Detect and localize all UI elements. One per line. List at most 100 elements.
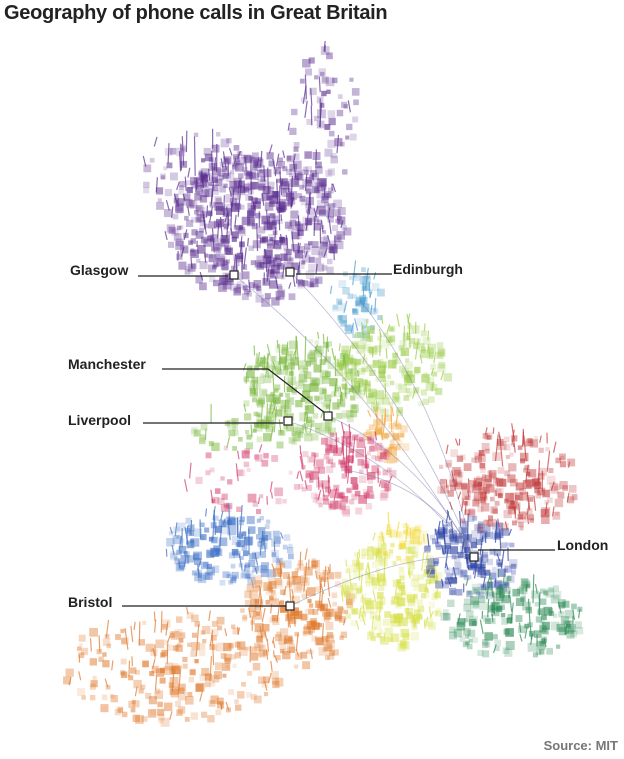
call-cell — [437, 349, 446, 357]
call-cell — [233, 155, 240, 162]
call-cell — [298, 379, 305, 387]
call-cell — [230, 186, 239, 195]
call-spike — [252, 201, 255, 208]
call-spike — [171, 206, 174, 219]
call-spike — [385, 348, 388, 359]
call-spike — [552, 441, 557, 453]
call-spike — [222, 151, 227, 171]
city-label-london: London — [557, 537, 609, 553]
call-cell — [324, 394, 332, 402]
call-cell — [271, 220, 277, 226]
call-cell — [341, 412, 347, 418]
call-spike — [268, 144, 273, 154]
call-cell — [294, 173, 299, 178]
call-cell — [259, 169, 264, 174]
call-cell — [418, 574, 424, 580]
call-spike — [408, 567, 410, 575]
call-cell — [186, 612, 194, 619]
call-cell — [280, 253, 288, 261]
call-cell — [500, 523, 509, 531]
call-cell — [346, 415, 354, 423]
call-cell — [183, 232, 189, 239]
call-cell — [241, 545, 248, 551]
call-cell — [207, 715, 215, 723]
call-cell — [227, 526, 237, 536]
call-cell — [220, 138, 230, 148]
call-cell — [318, 249, 328, 258]
call-cell — [384, 433, 389, 439]
call-cell — [388, 327, 393, 332]
call-cell — [327, 652, 335, 660]
call-cell — [311, 246, 321, 256]
call-cell — [258, 397, 265, 405]
call-cell — [263, 692, 269, 697]
call-cell — [478, 450, 485, 456]
call-cell — [168, 682, 175, 688]
call-spike — [204, 252, 207, 263]
call-cell — [251, 376, 258, 384]
call-cell — [460, 570, 467, 577]
call-cell — [430, 575, 439, 584]
call-cell — [526, 583, 531, 588]
call-cell — [387, 551, 393, 558]
call-spike — [279, 171, 283, 196]
call-cell — [346, 123, 353, 131]
call-cell — [541, 621, 550, 630]
call-cell — [394, 357, 401, 365]
call-cell — [392, 432, 400, 440]
call-spike — [479, 535, 484, 555]
call-cell — [430, 384, 438, 391]
call-cell — [298, 257, 304, 262]
call-spike — [446, 509, 451, 521]
call-spike — [231, 188, 235, 208]
call-spike — [295, 633, 299, 652]
call-cell — [266, 193, 273, 201]
call-spike — [279, 532, 284, 539]
call-cell — [312, 609, 319, 615]
call-cell — [236, 151, 241, 156]
call-cell — [389, 325, 395, 332]
call-cell — [406, 556, 413, 563]
call-cell — [270, 271, 278, 279]
call-cell — [556, 623, 565, 632]
call-cell — [456, 621, 466, 631]
call-cell — [340, 495, 349, 504]
call-spike — [239, 504, 243, 535]
call-cell — [277, 568, 283, 575]
call-spike — [451, 470, 455, 483]
call-cell — [304, 433, 313, 442]
call-cell — [354, 490, 361, 497]
call-cell — [480, 486, 487, 494]
call-cell — [310, 492, 317, 499]
call-cell — [205, 452, 212, 459]
call-cell — [175, 644, 183, 652]
call-cell — [427, 377, 435, 385]
call-cell — [544, 509, 549, 514]
call-cell — [247, 217, 255, 225]
call-cell — [334, 387, 340, 392]
call-cell — [562, 485, 568, 491]
call-cell — [234, 652, 241, 659]
call-spike — [291, 588, 295, 599]
call-cell — [377, 592, 384, 599]
call-cell — [368, 388, 377, 398]
call-spike — [440, 544, 445, 556]
call-cell — [567, 624, 576, 633]
call-spike — [187, 167, 191, 178]
call-cell — [268, 580, 277, 589]
call-cell — [349, 582, 358, 591]
call-cell — [368, 390, 375, 397]
call-cell — [322, 494, 329, 501]
call-spike — [211, 181, 215, 203]
call-spike — [315, 149, 317, 165]
call-cell — [315, 345, 324, 355]
call-cell — [175, 204, 184, 213]
call-cell — [505, 628, 514, 637]
call-cell — [238, 225, 244, 230]
call-cell — [227, 231, 232, 236]
call-cell — [480, 554, 489, 563]
call-cell — [366, 605, 374, 614]
call-cell — [462, 520, 469, 527]
call-cell — [445, 542, 452, 549]
call-cell — [259, 356, 267, 364]
